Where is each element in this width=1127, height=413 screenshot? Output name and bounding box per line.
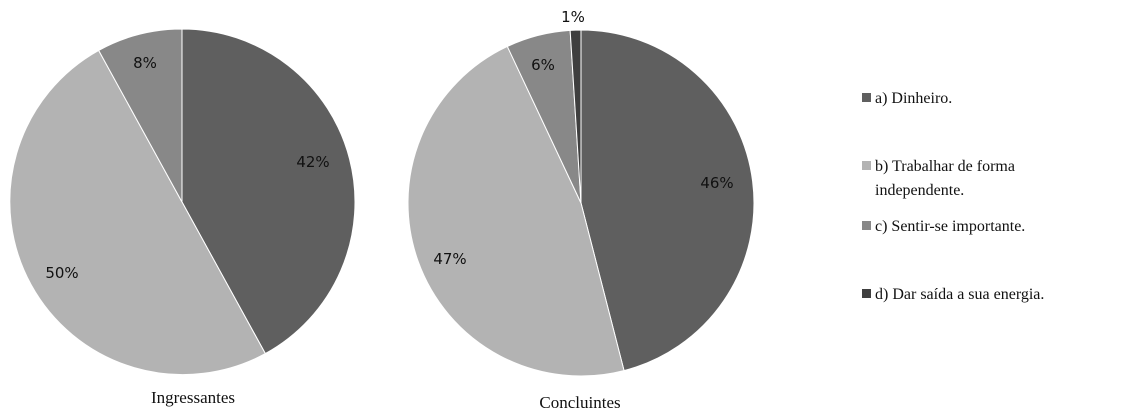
pie-caption: Ingressantes xyxy=(151,388,235,407)
legend-item-a-dinheiro: a) Dinheiro. xyxy=(862,90,952,107)
pie-chart-concluintes: 46% 47% 6% 1% Concluintes xyxy=(407,8,755,412)
legend-label: c) Sentir-se importante. xyxy=(875,218,1025,235)
legend-label: independente. xyxy=(875,182,964,199)
legend-label: b) Trabalhar de forma xyxy=(875,158,1015,175)
pie-slice-b-trabalhar-de-forma-independente xyxy=(9,49,267,376)
slice-value-label: 50% xyxy=(45,264,78,282)
slice-value-label: 8% xyxy=(133,54,157,72)
pie-chart-ingressantes: 42% 50% 8% Ingressantes xyxy=(9,28,356,407)
legend-swatch xyxy=(862,221,871,230)
legend-swatch xyxy=(862,161,871,170)
slice-value-label: 1% xyxy=(561,8,585,26)
slice-value-label: 47% xyxy=(433,250,466,268)
legend-item-d-dar-saida-a-sua-energia: d) Dar saída a sua energia. xyxy=(862,286,1044,303)
pie-slice-b-trabalhar-de-forma-independente xyxy=(407,45,625,377)
legend-label: d) Dar saída a sua energia. xyxy=(875,286,1044,303)
pie-slice-a-dinheiro xyxy=(580,29,755,372)
chart-legend: a) Dinheiro. b) Trabalhar de forma indepen… xyxy=(862,90,1044,303)
legend-label: a) Dinheiro. xyxy=(875,90,952,107)
legend-item-b-trabalhar-de-forma-independente: b) Trabalhar de forma independente. xyxy=(862,158,1015,199)
legend-swatch xyxy=(862,93,871,102)
slice-value-label: 46% xyxy=(700,174,733,192)
pie-caption: Concluintes xyxy=(539,393,620,412)
legend-item-c-sentir-se-importante: c) Sentir-se importante. xyxy=(862,218,1025,235)
slice-value-label: 42% xyxy=(296,153,329,171)
pie-slice-a-dinheiro xyxy=(181,28,356,355)
legend-swatch xyxy=(862,289,871,298)
pie-slice-d-dar-saida-a-sua-energia xyxy=(569,29,582,204)
slice-value-label: 6% xyxy=(531,56,555,74)
pie-slice-c-sentir-se-importante xyxy=(97,28,183,203)
